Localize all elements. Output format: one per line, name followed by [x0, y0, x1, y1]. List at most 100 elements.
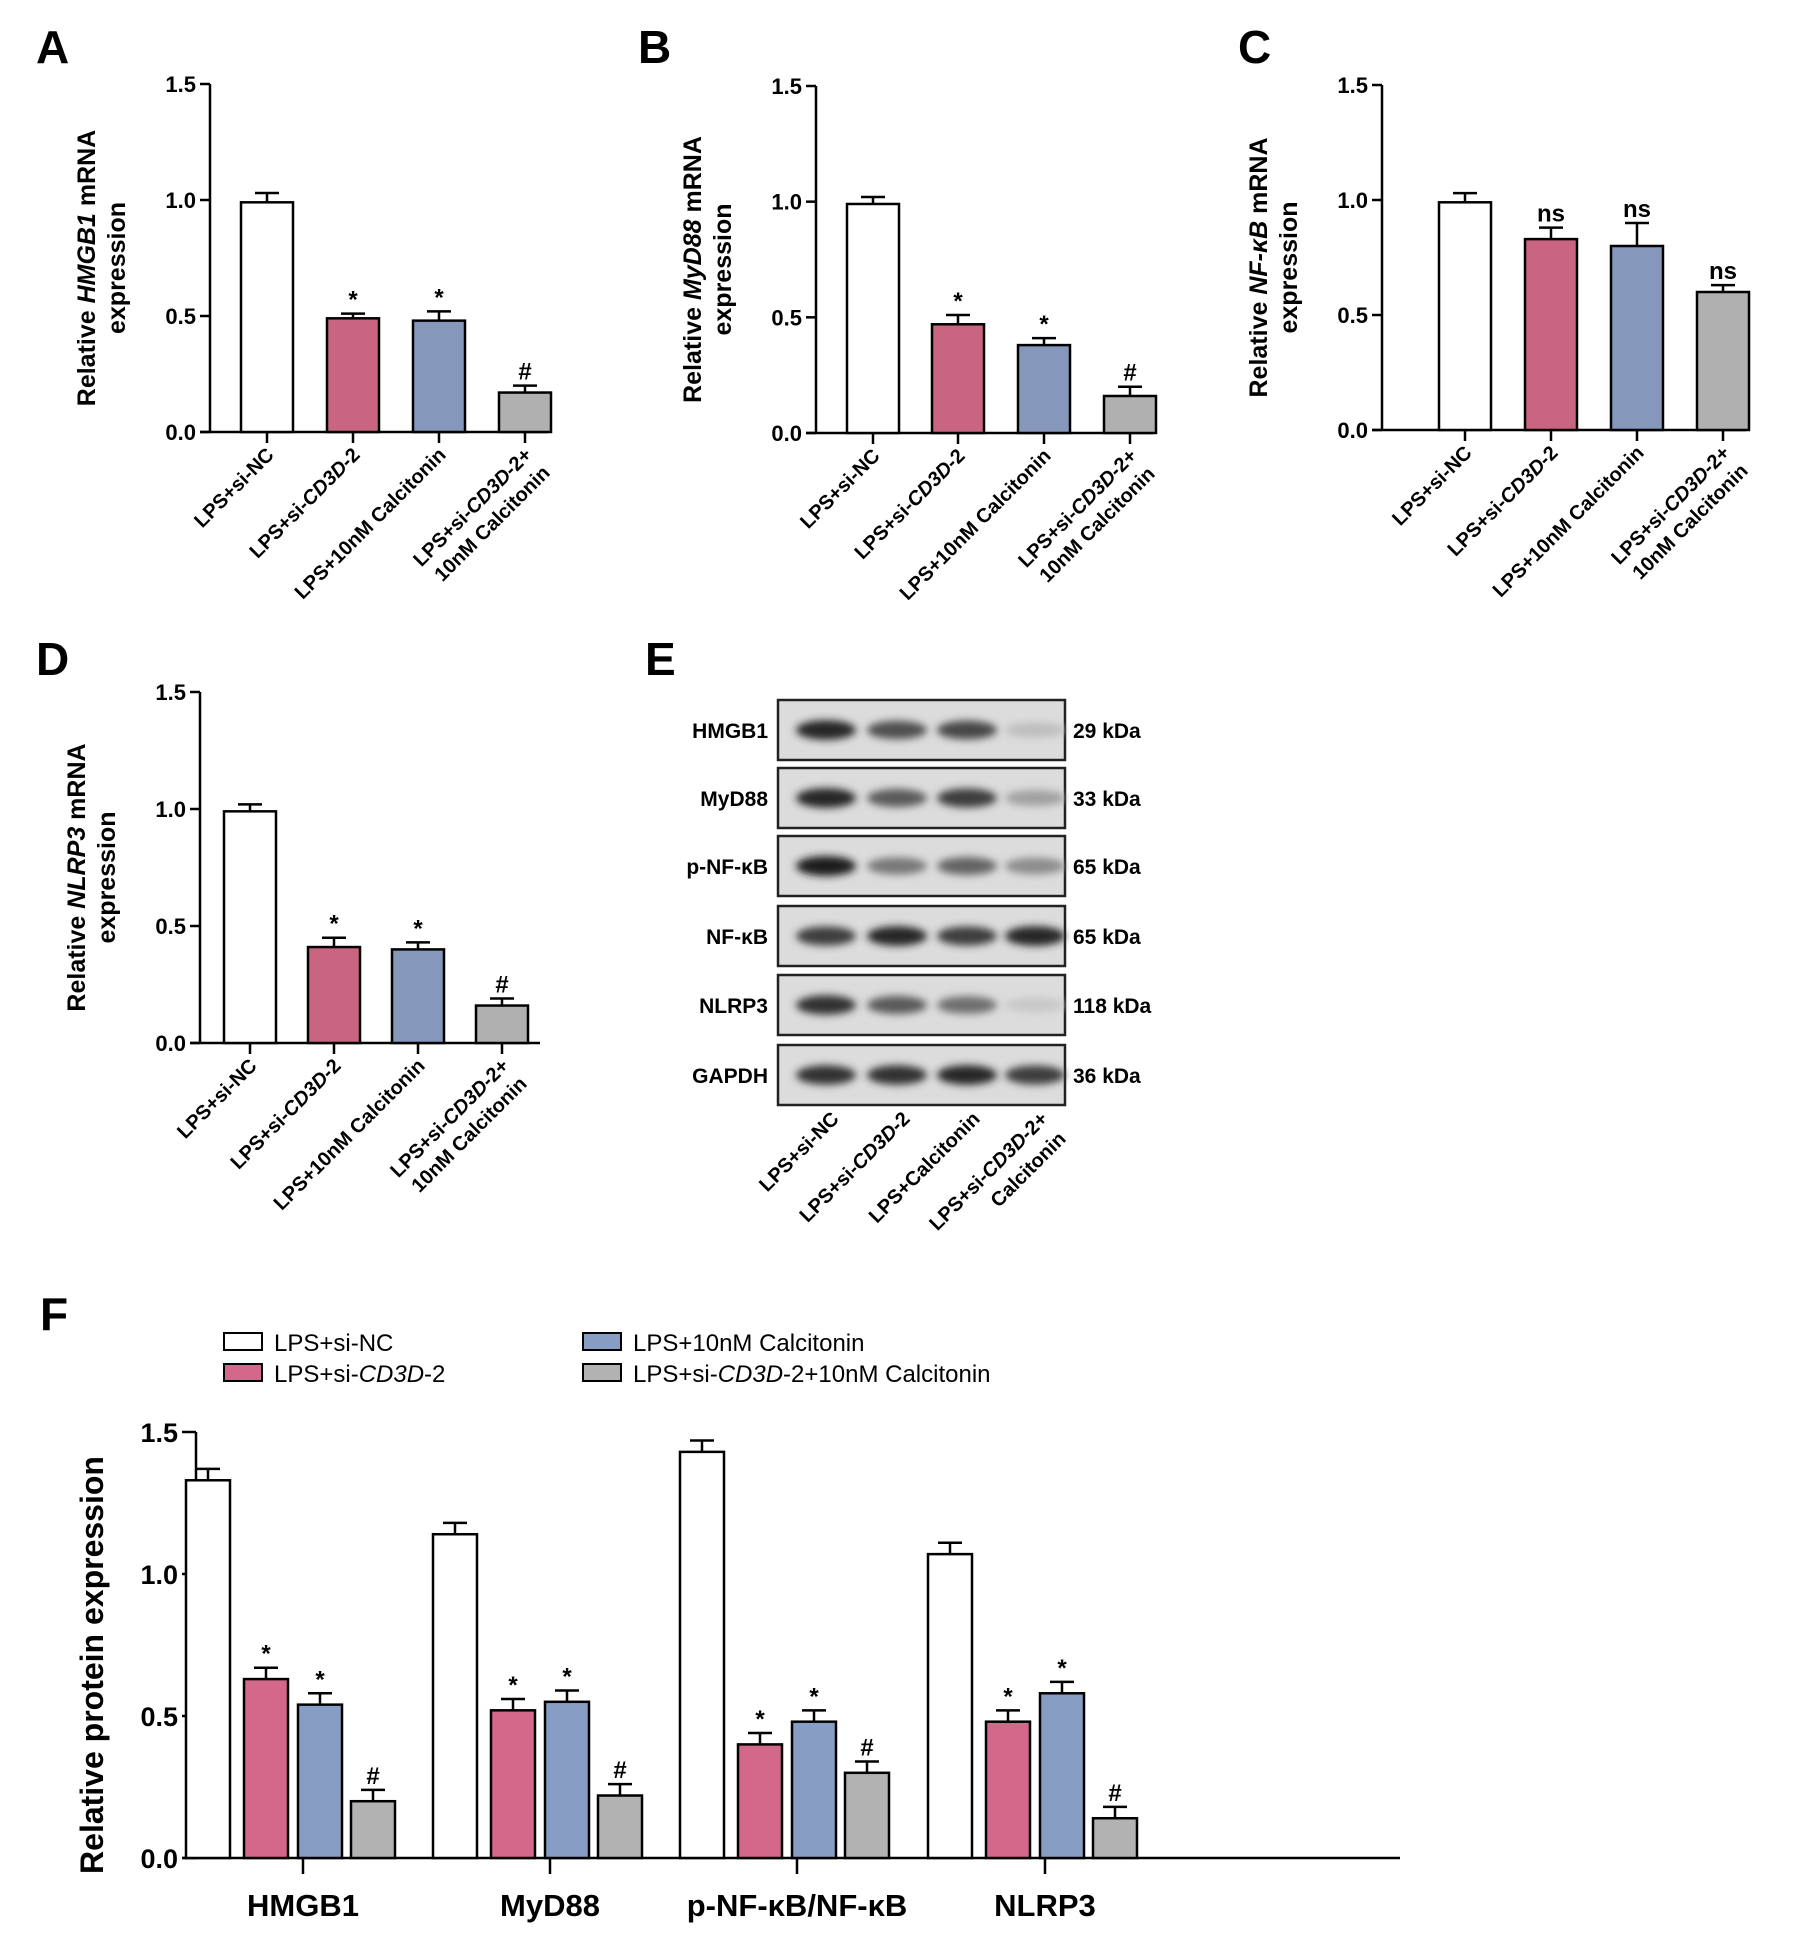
significance-marker: * [413, 915, 423, 942]
significance-marker: * [1057, 1655, 1067, 1682]
y-tick-label: 0.5 [1337, 303, 1368, 328]
significance-marker: * [329, 911, 339, 938]
bar [489, 1709, 537, 1860]
significance-marker: # [1108, 1780, 1121, 1807]
significance-marker: # [613, 1757, 626, 1784]
text-span: CD3D [359, 1361, 424, 1388]
bar [736, 1743, 784, 1860]
blot-band [937, 857, 997, 875]
text-span: -2 [424, 1361, 445, 1388]
significance-marker: * [953, 288, 963, 315]
text-span: LPS+si-NC [1388, 442, 1476, 530]
molecular-weight-label: 36 kDa [1073, 1065, 1141, 1088]
panel-a-hmgb1-mrna-chart: 0.0 0.5 1.0 1.5 Relative HMGB1 mRNAexpressio… [73, 72, 555, 604]
text-span: Relative [1245, 295, 1273, 398]
blot-band [937, 788, 997, 808]
text-span: LPS+si- [851, 496, 919, 564]
bar [474, 1004, 530, 1045]
protein-label: NLRP3 [699, 995, 768, 1018]
legend-label: LPS+si-NC [274, 1330, 393, 1357]
bar [390, 948, 446, 1045]
legend-item: LPS+10nM Calcitonin [582, 1330, 864, 1357]
x-tick-label: LPS+si-NC [1388, 442, 1476, 530]
bar [1038, 1692, 1086, 1860]
text-span: mRNA [73, 130, 101, 213]
bar [1437, 201, 1493, 432]
blot-row: NF-κB 65 kDa [706, 904, 1141, 968]
blot-row: MyD88 33 kDa [700, 766, 1141, 830]
blot-band [937, 1065, 997, 1085]
blot-row: GAPDH 36 kDa [692, 1043, 1141, 1107]
significance-marker: * [434, 284, 444, 311]
significance-marker: * [755, 1706, 765, 1733]
blot-band [796, 926, 856, 946]
blot-band [796, 856, 856, 876]
panel-c-nfkb-mrna-chart: 0.0 0.5 1.0 1.5 Relative NF-κB mRNAexpressio… [1245, 73, 1753, 602]
y-tick-label: 0.0 [1337, 418, 1368, 443]
x-tick-label: LPS+si-NC [796, 445, 884, 533]
text-span: LPS+si- [1444, 493, 1512, 561]
legend-swatch [582, 1332, 622, 1351]
significance-marker: # [495, 972, 508, 999]
blot-band [1005, 926, 1065, 946]
bar [790, 1720, 838, 1860]
text-span: Relative [679, 300, 707, 403]
blot-band [1005, 722, 1065, 738]
text-span: LPS+si- [274, 1361, 359, 1388]
bar [184, 1479, 232, 1860]
blot-band [937, 720, 997, 740]
y-tick-label: 0.0 [155, 1031, 186, 1056]
bar [984, 1720, 1032, 1860]
y-tick-label: 0.5 [771, 305, 802, 330]
legend-label: LPS+10nM Calcitonin [633, 1330, 864, 1357]
x-tick-label: LPS+10nM Calcitonin [896, 445, 1056, 605]
blot-row: NLRP3 118 kDa [699, 973, 1152, 1037]
blot-band [867, 720, 927, 740]
bar [926, 1552, 974, 1860]
protein-label: NF-κB [706, 926, 768, 949]
significance-marker: # [860, 1734, 873, 1761]
significance-marker: # [518, 359, 531, 386]
molecular-weight-label: 118 kDa [1073, 995, 1152, 1018]
bar [1091, 1816, 1139, 1860]
molecular-weight-label: 33 kDa [1073, 788, 1141, 811]
legend-swatch [223, 1332, 263, 1351]
y-axis-label-line2: expression [93, 811, 121, 943]
bar [349, 1799, 397, 1860]
text-span: LPS+si- [246, 495, 314, 563]
significance-marker: * [809, 1683, 819, 1710]
molecular-weight-label: 65 kDa [1073, 856, 1141, 879]
y-tick-label: 1.0 [140, 1560, 178, 1590]
y-tick-label: 0.5 [165, 304, 196, 329]
x-tick-label: p-NF-κB/NF-κB [687, 1888, 908, 1923]
blot-band [1005, 997, 1065, 1013]
bar [497, 391, 553, 434]
text-span: LPS+10nM Calcitonin [291, 444, 451, 604]
text-span: mRNA [63, 743, 91, 826]
x-tick-label: LPS+10nM Calcitonin [1489, 442, 1649, 602]
text-span: LPS+si-NC [173, 1055, 261, 1143]
y-tick-label: 0.5 [155, 914, 186, 939]
x-tick-label: LPS+si-NC [173, 1055, 261, 1143]
molecular-weight-label: 29 kDa [1073, 720, 1141, 743]
molecular-weight-label: 65 kDa [1073, 926, 1141, 949]
y-tick-label: 1.5 [165, 72, 196, 97]
text-span: NLRP3 [63, 827, 91, 909]
y-axis-label: Relative protein expression [74, 1456, 110, 1874]
y-tick-label: 1.0 [1337, 188, 1368, 213]
blot-row: HMGB1 29 kDa [692, 698, 1141, 762]
bar [242, 1677, 290, 1860]
blot-band [796, 788, 856, 808]
bar [1695, 290, 1751, 432]
legend-swatch [582, 1363, 622, 1382]
significance-marker: * [348, 287, 358, 314]
y-axis-label: Relative NLRP3 mRNA [63, 743, 91, 1011]
panel-letter-b: B [638, 21, 671, 73]
significance-marker: # [366, 1763, 379, 1790]
y-axis-label: Relative MyD88 mRNA [679, 136, 707, 403]
y-axis-label-line2: expression [1275, 201, 1303, 333]
legend-swatch [223, 1363, 263, 1382]
legend-label: LPS+si-CD3D-2 [274, 1361, 445, 1388]
significance-marker: * [508, 1672, 518, 1699]
panel-letter-e: E [645, 633, 676, 685]
